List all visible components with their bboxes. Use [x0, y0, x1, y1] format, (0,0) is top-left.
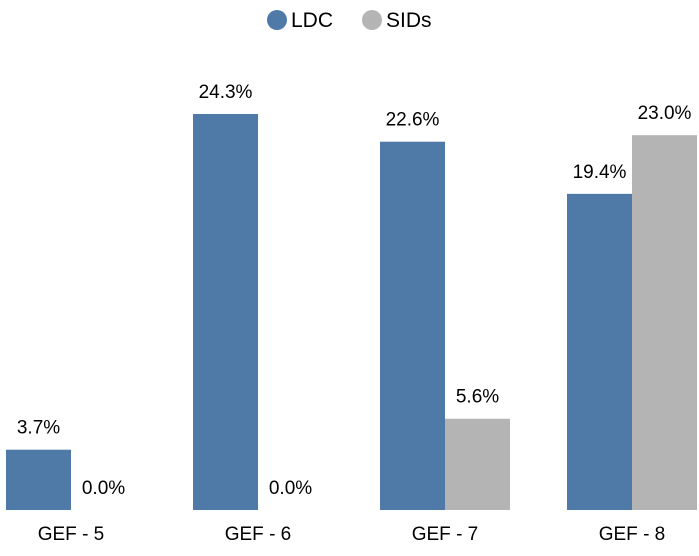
x-axis-tick-labels: GEF - 5 GEF - 6 GEF - 7 GEF - 8 — [38, 524, 666, 545]
legend-item-sids: SIDs — [362, 9, 432, 32]
legend: LDC SIDs — [267, 9, 432, 32]
value-labels-group: 3.7% 0.0% 24.3% 0.0% 22.6% 5.6% 19.4% 23.0% — [17, 82, 692, 499]
bars-group — [6, 114, 697, 510]
x-tick-label-gef-8: GEF - 8 — [599, 524, 666, 545]
data-label-sids-gef-5: 0.0% — [82, 478, 125, 499]
bar-ldc-gef-6 — [193, 114, 258, 510]
legend-item-ldc: LDC — [267, 9, 333, 32]
bar-ldc-gef-7 — [380, 141, 445, 510]
bar-sids-gef-8 — [632, 135, 697, 510]
data-label-sids-gef-7: 5.6% — [456, 387, 499, 408]
bar-sids-gef-7 — [445, 418, 510, 510]
data-label-ldc-gef-8: 19.4% — [573, 162, 627, 183]
x-tick-label-gef-6: GEF - 6 — [225, 524, 292, 545]
legend-label-sids: SIDs — [386, 9, 432, 32]
x-tick-label-gef-5: GEF - 5 — [38, 524, 105, 545]
bar-ldc-gef-8 — [567, 193, 632, 510]
bar-ldc-gef-5 — [6, 449, 71, 510]
data-label-sids-gef-8: 23.0% — [638, 103, 692, 124]
data-label-sids-gef-6: 0.0% — [269, 478, 312, 499]
legend-label-ldc: LDC — [291, 9, 333, 32]
legend-marker-sids — [362, 10, 382, 30]
x-tick-label-gef-7: GEF - 7 — [412, 524, 479, 545]
data-label-ldc-gef-6: 24.3% — [199, 82, 253, 103]
legend-marker-ldc — [267, 10, 287, 30]
data-label-ldc-gef-7: 22.6% — [386, 110, 440, 131]
data-label-ldc-gef-5: 3.7% — [17, 418, 60, 439]
